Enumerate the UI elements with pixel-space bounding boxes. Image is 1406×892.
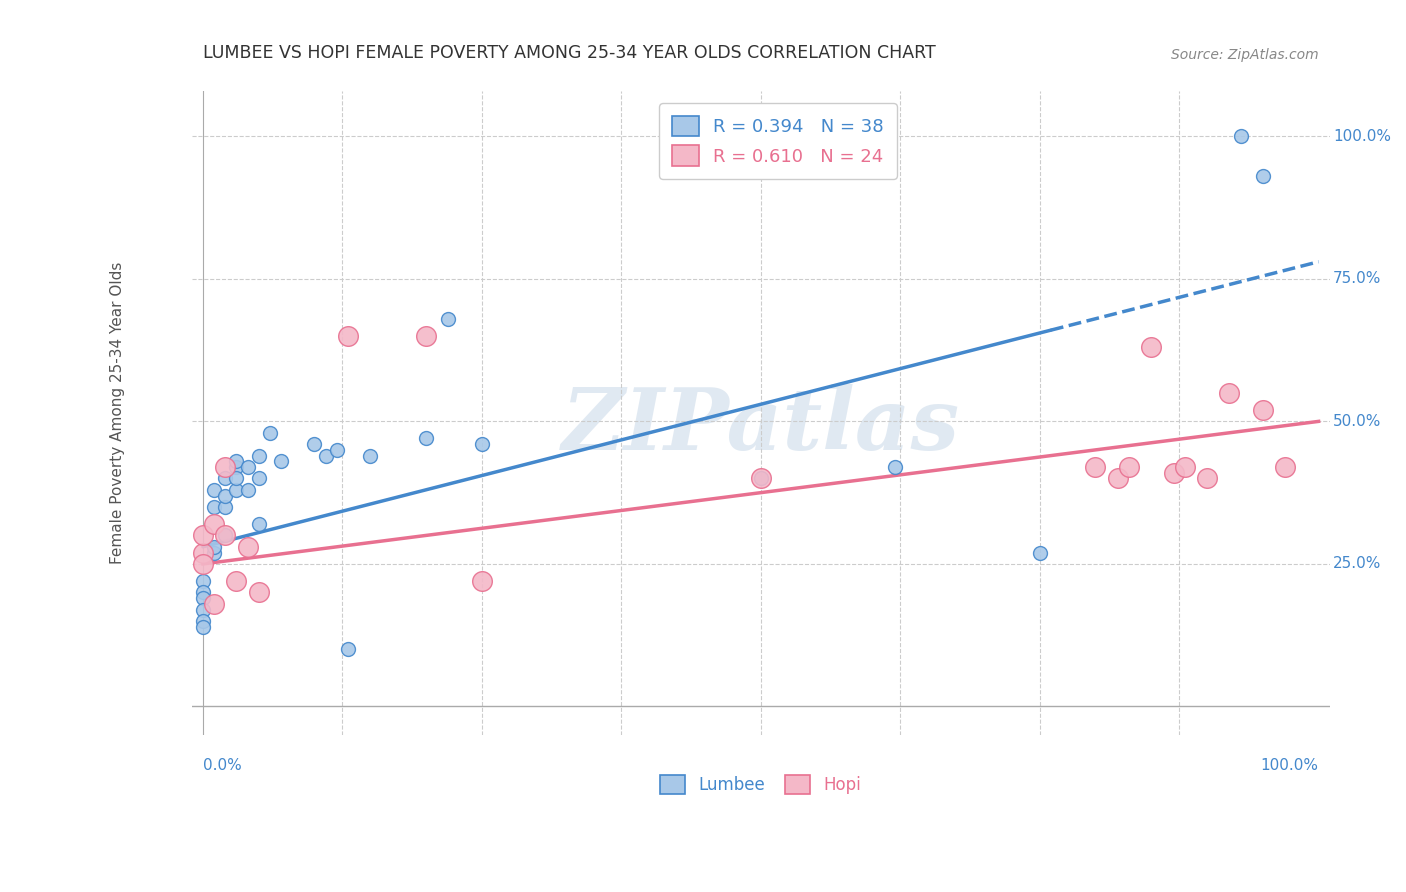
Point: [214, 528, 236, 542]
Text: Source: ZipAtlas.com: Source: ZipAtlas.com: [1171, 47, 1319, 62]
Point: [202, 545, 225, 559]
Point: [1174, 460, 1197, 475]
Point: [1229, 129, 1251, 144]
Text: ZIPatlas: ZIPatlas: [562, 384, 960, 467]
Point: [1251, 169, 1274, 184]
Point: [236, 540, 259, 554]
Point: [247, 471, 270, 485]
Point: [247, 449, 270, 463]
Point: [336, 329, 359, 343]
Point: [471, 574, 494, 588]
Point: [236, 483, 259, 497]
Point: [191, 585, 214, 599]
Point: [214, 471, 236, 485]
Point: [1197, 471, 1219, 485]
Text: 100.0%: 100.0%: [1261, 758, 1319, 772]
Point: [247, 516, 270, 531]
Point: [749, 471, 772, 485]
Point: [225, 483, 247, 497]
Point: [749, 471, 772, 485]
Point: [1218, 385, 1240, 400]
Point: [191, 602, 214, 616]
Point: [326, 442, 349, 457]
Point: [259, 425, 281, 440]
Point: [191, 574, 214, 588]
Text: 75.0%: 75.0%: [1333, 271, 1382, 286]
Point: [437, 311, 460, 326]
Text: 50.0%: 50.0%: [1333, 414, 1382, 429]
Point: [191, 557, 214, 571]
Point: [202, 597, 225, 611]
Point: [202, 516, 225, 531]
Point: [270, 454, 292, 468]
Text: 0.0%: 0.0%: [202, 758, 242, 772]
Text: 100.0%: 100.0%: [1333, 128, 1391, 144]
Point: [191, 614, 214, 628]
Point: [883, 460, 905, 475]
Point: [415, 329, 437, 343]
Text: 25.0%: 25.0%: [1333, 557, 1382, 572]
Point: [214, 488, 236, 502]
Point: [304, 437, 326, 451]
Point: [471, 437, 494, 451]
Point: [247, 585, 270, 599]
Point: [1140, 340, 1163, 354]
Point: [1163, 466, 1185, 480]
Point: [214, 500, 236, 514]
Point: [1028, 545, 1050, 559]
Point: [202, 483, 225, 497]
Point: [225, 574, 247, 588]
Point: [202, 500, 225, 514]
Point: [191, 545, 214, 559]
Point: [225, 460, 247, 475]
Legend: Lumbee, Hopi: Lumbee, Hopi: [654, 768, 868, 801]
Point: [225, 471, 247, 485]
Text: LUMBEE VS HOPI FEMALE POVERTY AMONG 25-34 YEAR OLDS CORRELATION CHART: LUMBEE VS HOPI FEMALE POVERTY AMONG 25-3…: [202, 44, 936, 62]
Point: [214, 528, 236, 542]
Point: [225, 454, 247, 468]
Point: [202, 540, 225, 554]
Point: [336, 642, 359, 657]
Point: [1274, 460, 1296, 475]
Point: [315, 449, 337, 463]
Point: [359, 449, 381, 463]
Point: [191, 620, 214, 634]
Point: [236, 460, 259, 475]
Point: [1118, 460, 1140, 475]
Text: Female Poverty Among 25-34 Year Olds: Female Poverty Among 25-34 Year Olds: [110, 261, 125, 564]
Point: [1084, 460, 1107, 475]
Point: [1107, 471, 1129, 485]
Point: [415, 432, 437, 446]
Point: [214, 460, 236, 475]
Point: [1251, 403, 1274, 417]
Point: [191, 591, 214, 606]
Point: [191, 528, 214, 542]
